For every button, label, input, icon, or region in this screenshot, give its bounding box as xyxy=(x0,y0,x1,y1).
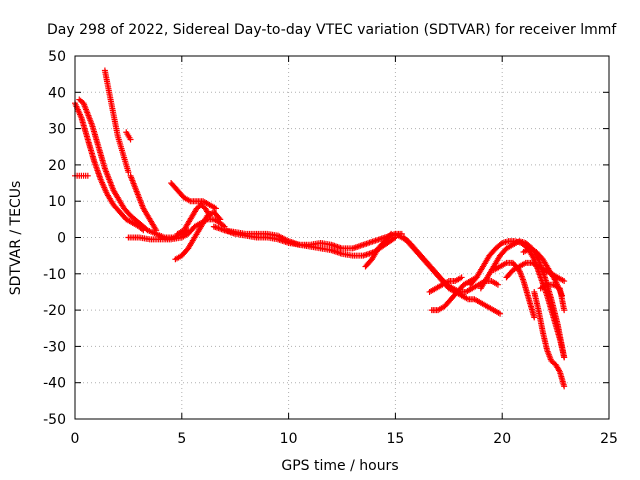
x-axis-label: GPS time / hours xyxy=(281,458,398,474)
data-point xyxy=(458,274,465,281)
x-tick-label: 10 xyxy=(280,431,298,447)
data-point-fill xyxy=(391,235,398,242)
x-tick-label: 25 xyxy=(600,431,618,447)
data-layer xyxy=(72,67,568,390)
data-point xyxy=(125,169,132,176)
y-tick-label: -20 xyxy=(43,303,66,319)
data-point xyxy=(531,314,538,321)
data-point xyxy=(153,227,160,234)
data-point xyxy=(561,278,568,285)
series-arc-b xyxy=(76,96,192,241)
y-tick-label: -50 xyxy=(43,412,66,428)
series-arc-x xyxy=(537,281,568,314)
series-arc-q xyxy=(426,274,465,295)
axis-ticks: 0 5 10 15 20 25 -50 -40 -30 -20 -10 0 10 20 30 40 50 xyxy=(43,49,618,447)
series-arc-s xyxy=(477,238,568,361)
y-tick-label: 40 xyxy=(48,85,66,101)
y-tick-label: 10 xyxy=(48,194,66,210)
series-arc-e xyxy=(123,129,134,143)
y-tick-label: -10 xyxy=(43,267,66,283)
data-point-fill xyxy=(216,215,223,222)
series-arc-a xyxy=(72,100,147,234)
y-tick-label: -40 xyxy=(43,376,66,392)
y-axis-label: SDTVAR / TECUs xyxy=(8,181,24,296)
data-point xyxy=(561,354,568,361)
x-tick-label: 20 xyxy=(493,431,511,447)
series-arc-j xyxy=(174,201,213,237)
data-point xyxy=(212,205,219,212)
x-tick-label: 0 xyxy=(71,431,80,447)
y-tick-label: 0 xyxy=(57,231,66,247)
chart-title: Day 298 of 2022, Sidereal Day-to-day VTE… xyxy=(47,22,617,38)
y-tick-label: -30 xyxy=(43,339,66,355)
series-arc-m xyxy=(362,230,395,270)
series-arc-w xyxy=(531,288,568,390)
x-tick-label: 5 xyxy=(177,431,186,447)
data-point xyxy=(561,307,568,314)
data-point xyxy=(217,216,224,223)
data-point xyxy=(127,136,134,143)
data-point xyxy=(497,310,504,317)
series-arc-f xyxy=(127,172,160,234)
data-point xyxy=(84,172,91,179)
series-arc-d xyxy=(101,67,132,176)
data-point-fill xyxy=(387,232,394,239)
y-tick-label: 50 xyxy=(48,49,66,65)
y-tick-label: 30 xyxy=(48,122,66,138)
y-tick-label: 20 xyxy=(48,158,66,174)
series-arc-o xyxy=(400,234,504,317)
series-arc-l xyxy=(221,227,399,259)
x-tick-label: 15 xyxy=(386,431,404,447)
series-arc-h xyxy=(168,180,219,212)
data-point xyxy=(561,383,568,390)
data-point xyxy=(494,281,501,288)
data-point xyxy=(206,212,213,219)
